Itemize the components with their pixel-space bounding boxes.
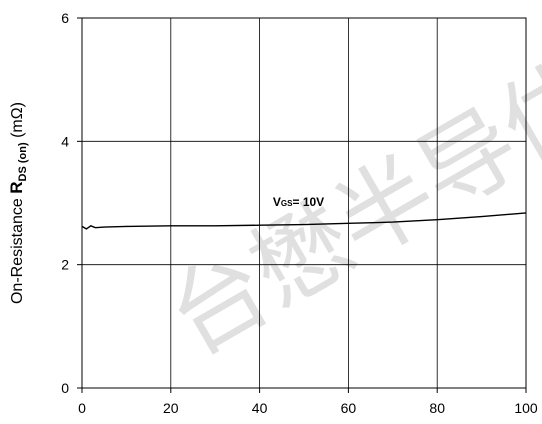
plot-area bbox=[81, 17, 527, 389]
x-tick-label: 60 bbox=[341, 400, 357, 416]
watermark: 台懋半导体 bbox=[150, 40, 542, 377]
y-tick-label: 0 bbox=[61, 380, 69, 396]
y-tick-label: 6 bbox=[61, 10, 69, 26]
y-tick-label: 2 bbox=[61, 257, 69, 273]
series-line bbox=[81, 212, 527, 230]
x-tick-label: 100 bbox=[514, 400, 538, 416]
y-axis-label-unit: (mΩ) bbox=[9, 102, 26, 142]
x-tick-label: 40 bbox=[252, 400, 268, 416]
x-tick-label: 80 bbox=[429, 400, 445, 416]
y-axis-label: On-Resistance RDS (on) (mΩ) bbox=[7, 102, 29, 304]
x-tick-label: 0 bbox=[78, 400, 86, 416]
x-tick-label: 20 bbox=[163, 400, 179, 416]
series-annotation: VGS= 10V bbox=[273, 195, 324, 209]
y-axis-label-prefix: On-Resistance bbox=[9, 194, 26, 304]
y-tick-label: 4 bbox=[61, 133, 69, 149]
y-axis-label-subscript: DS (on) bbox=[17, 142, 29, 181]
grid bbox=[82, 18, 526, 388]
x-axis-ticks: 0 20 40 60 80 100 bbox=[78, 388, 538, 416]
y-axis-ticks: 0 2 4 6 bbox=[61, 10, 82, 396]
series-group bbox=[81, 212, 527, 230]
y-axis-label-symbol: R bbox=[7, 181, 26, 193]
annotations: VGS= 10V bbox=[273, 195, 324, 209]
